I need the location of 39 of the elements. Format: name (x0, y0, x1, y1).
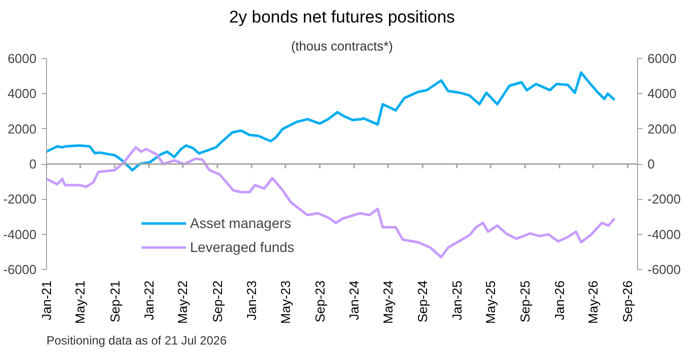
x-tick-label: Sep-23 (312, 280, 328, 322)
x-tick-label: Jan-24 (346, 280, 362, 320)
x-tick-label: Jan-25 (449, 280, 464, 320)
y2-tick-label: 6000 (648, 51, 676, 66)
y2-tick-label: -6000 (648, 262, 681, 277)
y-tick-label: -6000 (3, 262, 36, 277)
x-tick-label: Sep-21 (107, 280, 122, 322)
line-series (46, 146, 616, 258)
y-tick-label: 0 (29, 156, 37, 172)
x-tick-label: Jan-22 (142, 280, 157, 320)
x-tick-label: May-26 (586, 280, 601, 324)
text: Positioning data as of 21 Jul 2026 (46, 334, 227, 348)
x-tick-label: May-25 (483, 280, 498, 324)
x-tick-label: Jan-23 (244, 280, 260, 320)
x-tick-label: Sep-22 (210, 280, 225, 322)
y-tick-label: 2000 (8, 121, 36, 136)
y2-tick-label: -4000 (648, 226, 681, 242)
x-tick-label: Sep-26 (620, 280, 636, 322)
x-tick-label: Jan-21 (39, 280, 54, 320)
y2-tick-label: -2000 (648, 192, 681, 207)
x-tick-label: May-23 (278, 280, 293, 324)
y2-tick-label: 0 (648, 156, 655, 172)
x-tick-label: May-24 (380, 280, 396, 324)
y-tick-label: -4000 (3, 226, 36, 242)
legend-label: Leveraged funds (190, 239, 294, 255)
legend-label: Asset managers (190, 215, 292, 231)
x-tick-label: May-22 (175, 280, 190, 324)
y-tick-label: 6000 (8, 51, 36, 66)
y-tick-label: 4000 (8, 86, 36, 102)
x-tick-label: Sep-25 (518, 280, 533, 322)
chart-title: 2y bonds net futures positions (229, 8, 455, 26)
y2-tick-label: 4000 (648, 86, 676, 102)
line-series (46, 71, 616, 172)
x-tick-label: Sep-24 (415, 280, 430, 322)
x-tick-label: Jan-26 (552, 280, 567, 320)
x-tick-label: May-21 (72, 280, 88, 324)
chart-subtitle: (thous contracts*) (291, 38, 393, 54)
y-tick-label: -2000 (3, 192, 36, 207)
y2-tick-label: 2000 (648, 121, 676, 136)
